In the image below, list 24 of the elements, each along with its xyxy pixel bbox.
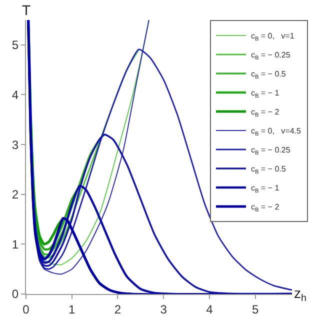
y-tick-label: 5 [12,38,19,52]
y-tick-label: 3 [12,138,19,152]
y-tick-label: 2 [12,188,19,202]
legend-label: c$_{B}$ = 0, v=1 [250,32,295,42]
legend-label: c$_{B}$ = − 0.5 [250,164,286,176]
legend-label: c$_{B}$ = − 0.5 [250,70,286,80]
x-axis-title: z$_{h}$ [294,285,306,304]
legend-label: c$_{B}$ = − 1 [250,88,280,100]
x-tick-label: 1 [68,302,76,316]
y-tick-label: 4 [12,88,19,102]
legend-label: c$_{B}$ = − 0.25 [250,50,291,62]
y-tick-label: 0 [12,287,19,302]
legend-label: c$_{B}$ = − 0.25 [250,146,291,156]
x-tick-label: 4 [206,302,214,316]
x-tick-label: 5 [252,302,259,316]
legend-label: c$_{B}$ = − 2 [250,108,280,118]
legend-label: c$_{B}$ = − 2 [250,202,280,214]
legend-label: c$_{B}$ = 0, v=4.5 [250,126,302,138]
x-tick-label: 3 [160,302,168,316]
x-tick-label: 2 [114,302,122,316]
x-tick-label: 0 [22,302,30,316]
legend-label: c$_{B}$ = − 1 [250,184,280,194]
y-tick-label: 1 [12,237,19,252]
y-axis-title: T [22,2,31,18]
